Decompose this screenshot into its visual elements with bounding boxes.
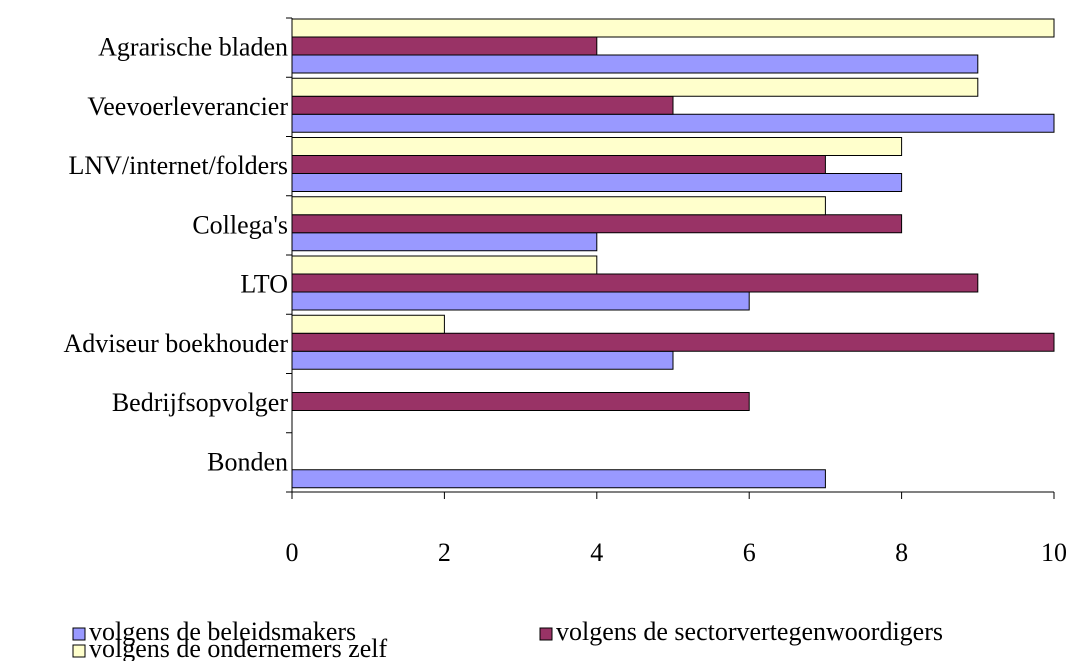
bar	[291, 18, 1055, 38]
bar	[291, 469, 826, 489]
legend-label: volgens de ondernemers zelf	[89, 634, 388, 661]
bar	[291, 173, 903, 192]
category-label: Agrarische bladen	[98, 33, 288, 62]
bar	[291, 350, 674, 370]
x-tick-label: 2	[438, 538, 451, 567]
bar	[291, 232, 598, 252]
category-label: Bonden	[207, 447, 288, 476]
bar	[291, 214, 903, 234]
category-label: Adviseur boekhouder	[63, 329, 288, 358]
bar	[291, 54, 979, 74]
bar	[291, 273, 979, 293]
category-label: Bedrijfsopvolger	[112, 388, 289, 417]
bar	[291, 314, 445, 334]
x-tick-label: 4	[590, 538, 603, 567]
category-label: Collega's	[192, 210, 288, 239]
legend-swatch	[72, 644, 86, 658]
bar	[291, 95, 674, 115]
x-tick-label: 8	[895, 538, 908, 567]
bar	[291, 113, 1055, 133]
legend-label: volgens de beleidsmakers	[89, 617, 356, 646]
category-label: LTO	[240, 270, 288, 299]
bar	[291, 36, 598, 56]
x-tick-label: 0	[286, 538, 299, 567]
x-tick-label: 6	[743, 538, 756, 567]
bar	[291, 77, 979, 97]
legend-label: volgens de sectorvertegenwoordigers	[556, 617, 943, 646]
category-label: Veevoerleverancier	[87, 92, 288, 121]
category-label: LNV/internet/folders	[69, 151, 289, 180]
legend-swatch	[72, 627, 86, 641]
x-tick-label: 10	[1041, 538, 1067, 567]
bar	[291, 137, 903, 156]
legend-swatch	[539, 627, 553, 641]
bar	[291, 332, 1055, 352]
bar	[291, 196, 826, 216]
bar	[291, 291, 750, 311]
bar	[291, 155, 826, 174]
bar	[291, 392, 750, 411]
bar	[291, 255, 598, 275]
